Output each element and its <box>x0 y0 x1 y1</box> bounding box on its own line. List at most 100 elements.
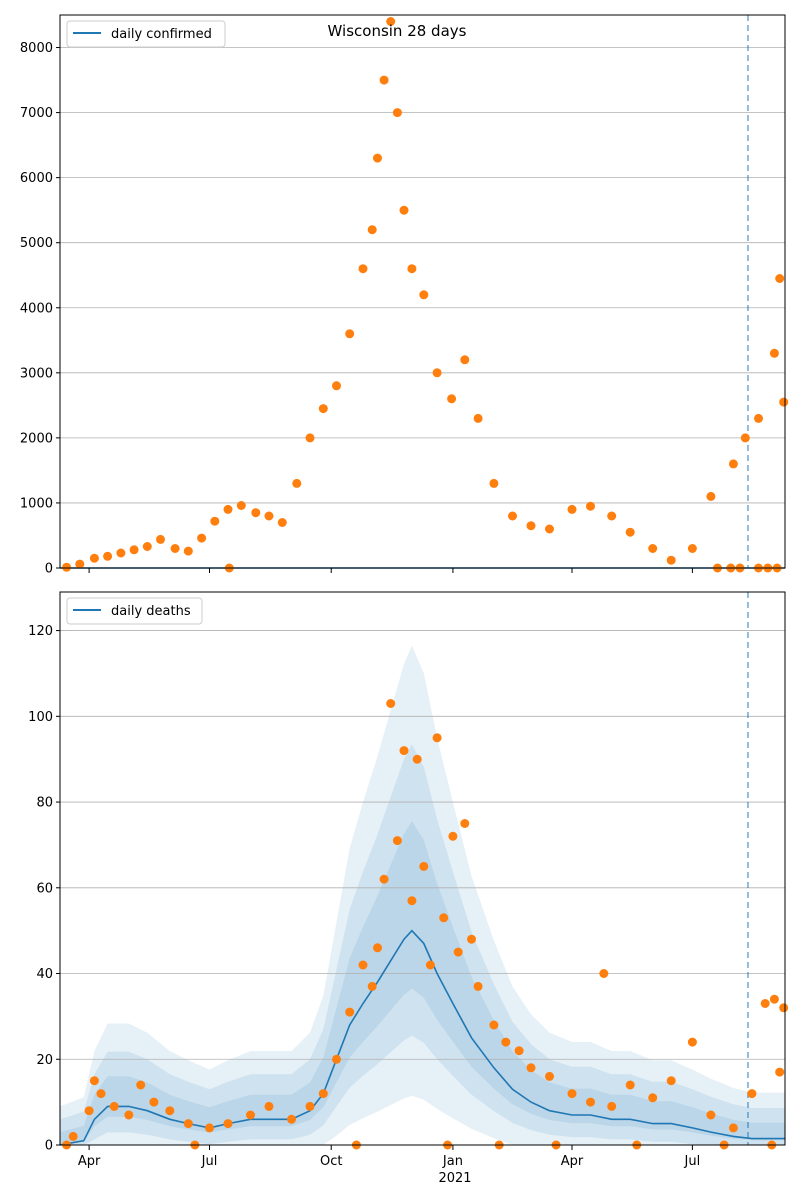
deaths-x-ticks: Apr Jul Oct Jan Apr Jul <box>78 1145 700 1169</box>
y-tick-label: 3000 <box>20 366 53 381</box>
data-point <box>142 542 152 551</box>
y-tick-label: 20 <box>36 1053 53 1068</box>
data-point <box>448 831 458 841</box>
data-point <box>89 1076 99 1086</box>
confirmed-x-ticks <box>88 568 693 573</box>
data-point <box>264 511 274 521</box>
data-point <box>399 205 409 215</box>
x-tick-label: Jul <box>684 1154 701 1169</box>
data-point <box>407 896 417 906</box>
confirmed-points <box>62 17 789 573</box>
data-point <box>567 1089 577 1099</box>
data-point <box>358 264 368 274</box>
data-point <box>170 544 180 553</box>
data-point <box>501 1037 511 1047</box>
data-point <box>392 108 402 118</box>
data-point <box>89 553 99 563</box>
data-point <box>165 1106 175 1116</box>
data-point <box>205 1123 214 1133</box>
data-point <box>116 548 126 558</box>
confirmed-axes-frame <box>59 14 786 569</box>
data-point <box>358 960 368 970</box>
data-point <box>473 413 483 423</box>
y-tick-label: 120 <box>28 624 53 639</box>
y-tick-label: 60 <box>36 881 53 896</box>
data-point <box>489 1020 499 1030</box>
data-point <box>373 153 382 163</box>
data-point <box>386 699 396 708</box>
confirmed-y-ticks: 0 1000 2000 3000 4000 5000 6000 7000 8000 <box>20 41 60 577</box>
data-point <box>246 1110 255 1120</box>
y-tick-label: 5000 <box>20 236 53 251</box>
data-point <box>599 969 609 978</box>
data-point <box>666 1076 676 1086</box>
data-point <box>305 433 315 443</box>
y-tick-label: 80 <box>36 796 53 811</box>
uncertainty-band <box>60 645 785 1145</box>
confirmed-legend-label: daily confirmed <box>111 27 212 42</box>
data-point <box>392 836 402 846</box>
data-point <box>545 1071 554 1081</box>
data-point <box>318 404 328 414</box>
data-point <box>425 960 435 970</box>
data-point <box>399 746 409 756</box>
data-point <box>412 754 422 764</box>
data-point <box>779 397 789 407</box>
data-point <box>305 1101 315 1111</box>
data-point <box>379 874 389 884</box>
data-point <box>367 225 377 235</box>
data-point <box>687 544 697 553</box>
y-tick-label: 7000 <box>20 106 53 121</box>
data-point <box>489 478 499 488</box>
data-point <box>292 478 302 488</box>
deaths-points <box>62 699 789 1150</box>
uncertainty-band <box>60 744 785 1145</box>
y-tick-label: 8000 <box>20 41 53 56</box>
y-tick-label: 100 <box>28 710 53 725</box>
data-point <box>332 1054 341 1064</box>
data-point <box>728 1123 738 1133</box>
data-point <box>607 511 617 521</box>
data-point <box>514 1046 524 1056</box>
y-tick-label: 0 <box>45 1139 53 1154</box>
data-point <box>666 555 676 565</box>
data-point <box>473 981 483 991</box>
data-point <box>84 1106 94 1116</box>
data-point <box>706 491 716 501</box>
y-tick-label: 40 <box>36 967 53 982</box>
data-point <box>740 433 750 443</box>
x-tick-label: Apr <box>561 1154 584 1169</box>
x-tick-label: Apr <box>78 1154 101 1169</box>
x-tick-label: Jul <box>201 1154 218 1169</box>
chart-title: Wisconsin 28 days <box>328 22 467 40</box>
confirmed-grid <box>60 47 785 569</box>
y-tick-label: 6000 <box>20 171 53 186</box>
data-point <box>545 524 554 534</box>
data-point <box>103 551 113 561</box>
data-point <box>223 1119 233 1129</box>
deaths-bands <box>60 645 785 1145</box>
data-point <box>332 381 341 391</box>
data-point <box>75 559 85 569</box>
data-point <box>210 516 220 526</box>
data-point <box>129 545 139 555</box>
data-point <box>432 733 442 743</box>
data-point <box>345 1007 355 1017</box>
data-point <box>760 999 770 1008</box>
data-point <box>625 1080 635 1090</box>
data-point <box>775 274 785 283</box>
data-point <box>453 947 463 957</box>
data-point <box>447 394 457 404</box>
uncertainty-band <box>60 821 785 1145</box>
data-point <box>439 913 449 923</box>
data-point <box>345 329 355 339</box>
data-point <box>277 518 287 527</box>
data-point <box>607 1101 617 1111</box>
data-point <box>407 264 417 274</box>
data-point <box>62 562 72 572</box>
data-point <box>586 1097 595 1107</box>
data-point <box>373 943 382 953</box>
data-point <box>386 17 396 26</box>
x-tick-label: Oct <box>320 1154 342 1169</box>
deaths-legend: daily deaths <box>66 597 203 625</box>
